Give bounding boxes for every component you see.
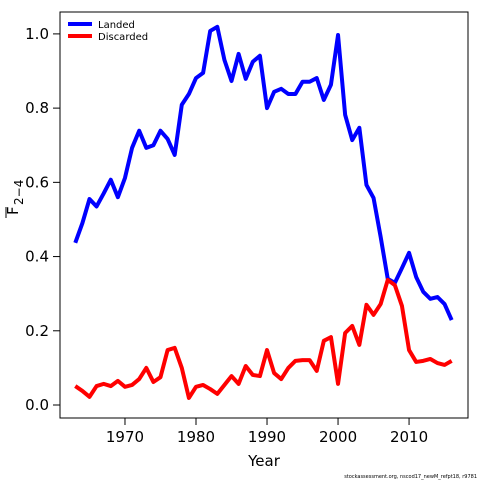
- y-label-main: F: [4, 206, 22, 215]
- x-axis-label: Year: [247, 452, 281, 470]
- y-label-sub: 2−4: [12, 180, 26, 205]
- line-series: [73, 24, 454, 321]
- x-tick-label: 1980: [177, 428, 215, 446]
- x-tick-label: 1970: [106, 428, 144, 446]
- y-tick-label: 0.4: [25, 248, 49, 266]
- y-tick-label: 0.2: [25, 322, 49, 340]
- plot-box: [59, 11, 469, 419]
- x-tick-label: 2000: [319, 428, 357, 446]
- y-tick-label: 0.6: [25, 173, 49, 191]
- footnote: stockassessment.org, nscod17_newM_refpt1…: [344, 474, 477, 480]
- y-tick-label: 0.8: [25, 99, 49, 117]
- y-tick-label: 0.0: [25, 396, 49, 414]
- y-tick-label: 1.0: [25, 25, 49, 43]
- legend-label: Discarded: [98, 32, 148, 43]
- line-series: [74, 277, 453, 400]
- x-tick-label: 1990: [248, 428, 286, 446]
- legend-label: Landed: [98, 20, 135, 31]
- y-axis-label: F 2−4: [4, 180, 26, 218]
- x-tick-label: 2010: [390, 428, 428, 446]
